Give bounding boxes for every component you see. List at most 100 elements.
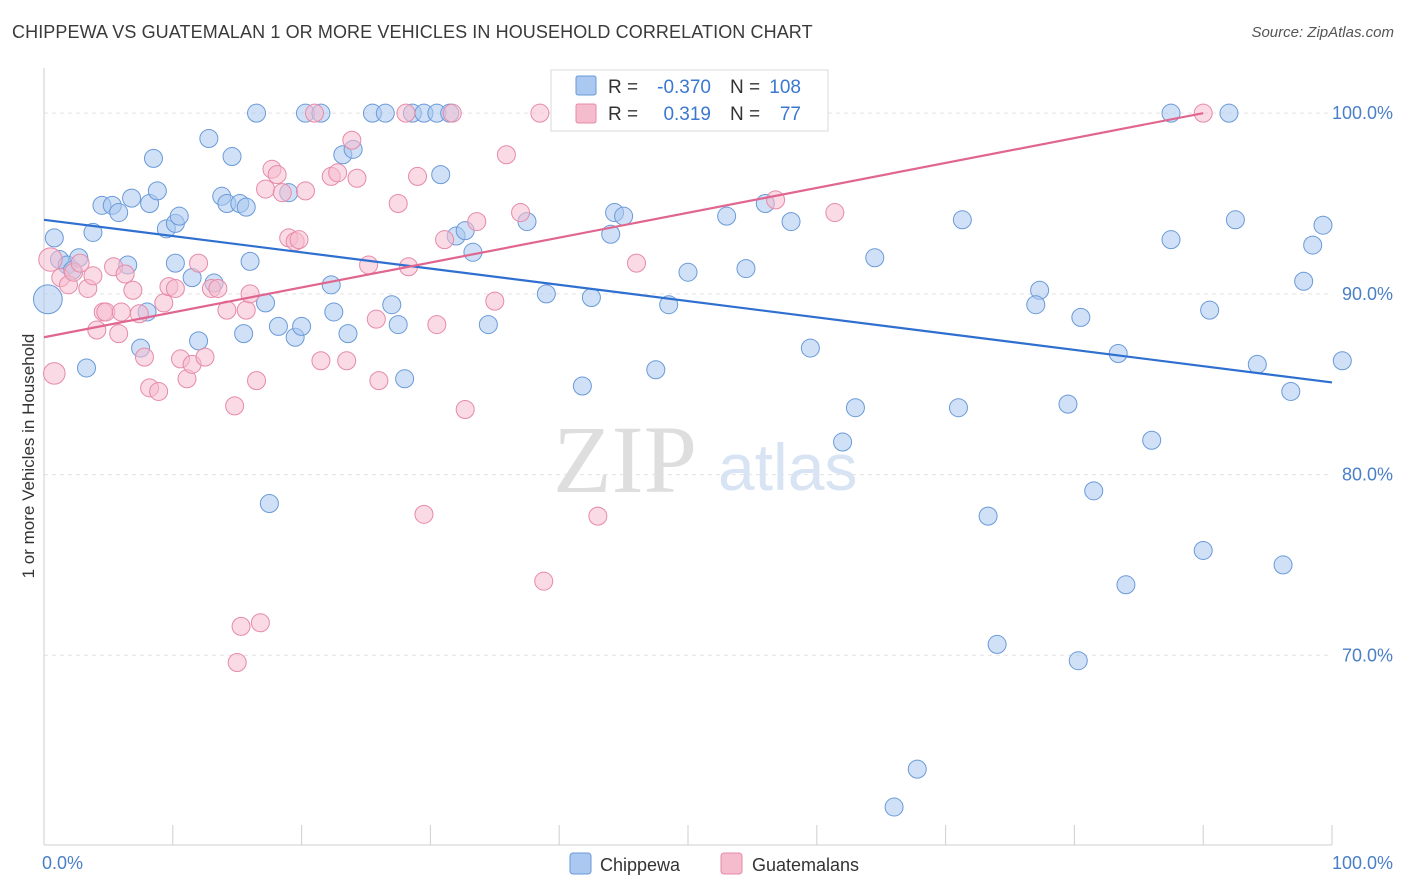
guatemalan-point-32: [227, 652, 247, 672]
chippewa-point-51: [395, 369, 415, 389]
chippewa-point-39: [292, 316, 312, 336]
chippewa-point-30: [234, 324, 254, 344]
guatemalan-point-35: [240, 284, 260, 304]
guatemalan-point-33: [231, 616, 251, 636]
chippewa-point-103: [1281, 381, 1301, 401]
guatemalan-point-0: [38, 247, 63, 272]
guatemalan-point-20: [154, 293, 174, 313]
chippewa-point-72: [717, 206, 737, 226]
chippewa-point-6: [77, 358, 97, 378]
chippewa-point-33: [247, 103, 267, 123]
legend-n-label-2: N =: [730, 104, 760, 125]
chippewa-point-49: [382, 295, 402, 315]
chippewa-point-12: [122, 188, 142, 208]
chippewa-point-88: [1058, 394, 1078, 414]
chippewa-point-80: [884, 797, 904, 817]
guatemalan-point-17: [134, 347, 154, 367]
guatemalan-point-7: [83, 266, 103, 286]
y-tick-label-3: 70.0%: [1342, 645, 1393, 665]
chippewa-point-35: [259, 493, 279, 513]
guatemalan-point-71: [588, 506, 608, 526]
chart-title: CHIPPEWA VS GUATEMALAN 1 OR MORE VEHICLE…: [12, 22, 813, 42]
y-axis-label: 1 or more Vehicles in Household: [19, 334, 38, 579]
chippewa-point-55: [431, 165, 451, 185]
guatemalan-point-44: [289, 230, 309, 250]
watermark-zip: ZIP: [553, 406, 697, 513]
chippewa-point-42: [321, 275, 341, 295]
chippewa-point-82: [948, 398, 968, 418]
guatemalan-point-37: [250, 613, 270, 633]
guatemalan-point-60: [414, 504, 434, 524]
y-tick-label-0: 100.0%: [1332, 103, 1393, 123]
chippewa-point-95: [1161, 230, 1181, 250]
guatemalan-point-59: [408, 166, 428, 186]
chippewa-point-69: [646, 360, 666, 380]
chippewa-point-91: [1084, 481, 1104, 501]
chippewa-point-21: [165, 253, 185, 273]
guatemalan-point-50: [337, 351, 357, 371]
chippewa-point-101: [1247, 354, 1267, 374]
guatemalan-point-45: [295, 181, 315, 201]
chippewa-point-105: [1303, 235, 1323, 255]
chippewa-point-90: [1071, 307, 1091, 327]
chippewa-point-64: [581, 287, 601, 307]
chart-source: Source: ZipAtlas.com: [1251, 24, 1394, 41]
chippewa-point-83: [952, 210, 972, 230]
guatemalan-point-29: [208, 278, 228, 298]
guatemalan-point-72: [626, 253, 646, 273]
chippewa-point-93: [1116, 575, 1136, 595]
guatemalan-point-53: [359, 255, 379, 275]
guatemalan-point-38: [256, 179, 276, 199]
guatemalan-point-47: [311, 351, 331, 371]
guatemalan-point-61: [427, 315, 447, 335]
chippewa-point-36: [268, 316, 288, 336]
chippewa-point-76: [800, 338, 820, 358]
bottom-legend-label-chippewa: Chippewa: [600, 855, 681, 875]
guatemalan-point-51: [342, 130, 362, 150]
guatemalan-point-70: [534, 571, 554, 591]
guatemalan-point-52: [347, 168, 367, 188]
y-tick-label-1: 90.0%: [1342, 284, 1393, 304]
guatemalan-point-69: [530, 103, 550, 123]
trend-lines: [43, 112, 1333, 384]
chippewa-point-17: [147, 181, 167, 201]
bottom-legend-label-guatemalan: Guatemalans: [752, 855, 859, 875]
legend-r-value-2: 0.319: [663, 104, 711, 125]
chippewa-point-31: [236, 197, 256, 217]
guatemalan-point-12: [109, 324, 129, 344]
chippewa-point-87: [1026, 295, 1046, 315]
bottom-legend-swatch-chippewa: [569, 852, 592, 875]
chippewa-point-23: [189, 331, 209, 351]
guatemalan-point-54: [366, 309, 386, 329]
guatemalan-point-67: [496, 145, 516, 165]
guatemalan-point-22: [165, 278, 185, 298]
guatemalan-point-5: [70, 253, 90, 273]
guatemalan-point-62: [435, 230, 455, 250]
bottom-legend-swatch-guatemalan: [720, 852, 743, 875]
chippewa-point-100: [1225, 210, 1245, 230]
legend-box: [550, 69, 829, 132]
chippewa-point-104: [1294, 271, 1314, 291]
guatemalan-point-14: [115, 264, 135, 284]
chippewa-point-81: [907, 759, 927, 779]
chippewa-point-106: [1313, 215, 1333, 235]
guatemalan-point-63: [442, 103, 462, 123]
chippewa-point-94: [1142, 430, 1162, 450]
watermark: ZIP atlas: [553, 406, 857, 513]
chippewa-point-32: [240, 251, 260, 271]
guatemalan-point-15: [123, 280, 143, 300]
guatemalan-point-36: [247, 371, 267, 391]
chippewa-point-48: [375, 103, 395, 123]
legend-n-label-1: N =: [730, 77, 760, 98]
legend-swatch-chippewa: [575, 75, 597, 96]
chippewa-point-99: [1219, 103, 1239, 123]
chippewa-point-28: [222, 147, 242, 167]
chippewa-point-77: [833, 432, 853, 452]
chippewa-point-84: [978, 506, 998, 526]
guatemalan-point-8: [87, 320, 107, 340]
guatemalan-point-34: [236, 300, 256, 320]
chippewa-point-107: [1332, 351, 1352, 371]
chippewa-point-50: [388, 315, 408, 335]
chippewa-points: [32, 103, 1352, 817]
